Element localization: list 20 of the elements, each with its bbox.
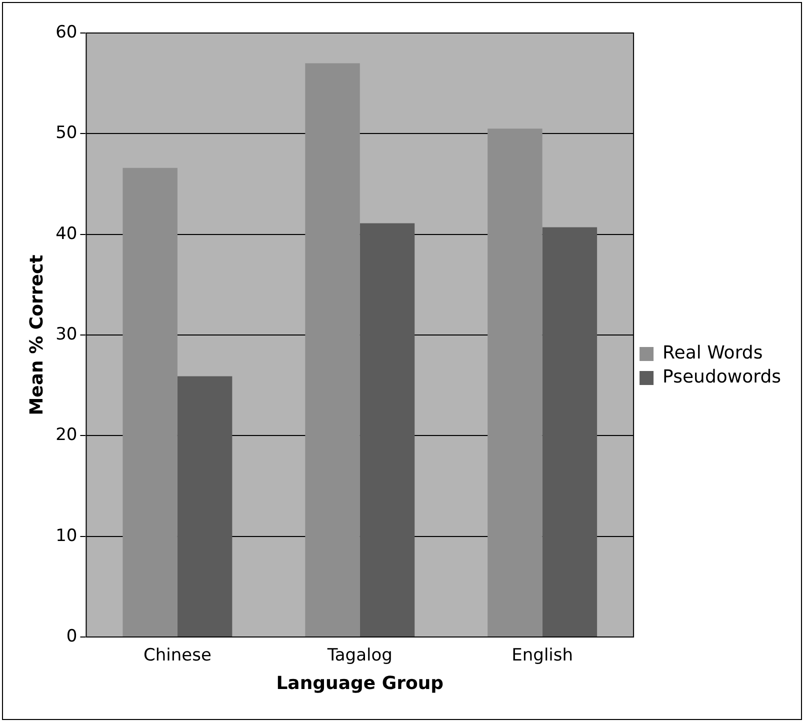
bar [542,227,598,636]
x-tick-label: Chinese [143,646,212,666]
y-tick-label: 10 [56,526,78,546]
y-tick-label: 60 [56,22,78,42]
legend-label: Real Words [662,342,763,364]
legend-label: Pseudowords [662,366,782,388]
y-tick-label: 40 [56,224,78,244]
bar [177,376,232,636]
x-tick-label: English [512,646,574,666]
y-axis-title: Mean % Correct [26,254,48,416]
bar [305,63,360,636]
x-axis-title: Language Group [276,672,444,694]
y-tick-label: 50 [56,123,78,144]
y-tick-label: 0 [66,626,78,646]
bar [122,168,178,636]
bar [488,128,542,636]
bar [360,223,415,636]
y-tick-label: 30 [56,324,78,344]
x-tick-label: Tagalog [326,646,392,666]
y-tick-label: 20 [56,425,78,446]
